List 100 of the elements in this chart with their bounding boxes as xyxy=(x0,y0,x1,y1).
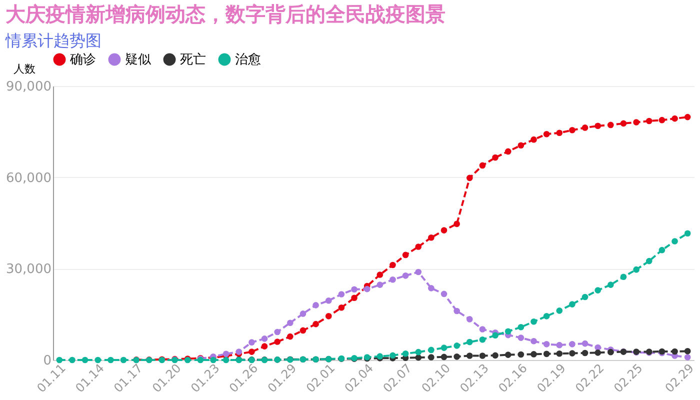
point xyxy=(428,284,434,292)
point xyxy=(466,174,473,182)
point xyxy=(300,310,306,317)
chart-title: 大庆疫情新增病例动态，数字背后的全民战疫图景 xyxy=(6,2,446,26)
point xyxy=(376,282,384,288)
point xyxy=(672,348,678,355)
point xyxy=(530,351,537,358)
y-tick-label: 90,000 xyxy=(6,80,52,94)
point xyxy=(504,148,512,155)
legend-label: 确诊 xyxy=(69,52,96,68)
point xyxy=(454,342,460,349)
point xyxy=(633,119,640,126)
point xyxy=(530,318,537,325)
point xyxy=(556,130,563,136)
point xyxy=(556,342,563,348)
point xyxy=(518,324,524,330)
point xyxy=(620,120,627,127)
point xyxy=(236,348,242,355)
point xyxy=(312,302,319,308)
point xyxy=(274,338,281,345)
y-tick-label: 30,000 xyxy=(6,262,52,278)
point xyxy=(261,343,268,350)
point xyxy=(672,238,678,244)
point xyxy=(338,291,345,298)
point xyxy=(56,356,63,364)
point xyxy=(376,272,384,278)
point xyxy=(415,348,422,356)
point xyxy=(312,320,319,328)
point xyxy=(440,344,448,351)
point xyxy=(402,252,409,258)
point xyxy=(556,350,563,357)
point xyxy=(633,266,640,273)
point xyxy=(594,122,602,130)
point xyxy=(594,344,602,351)
point xyxy=(466,352,473,359)
point xyxy=(390,262,396,268)
point xyxy=(428,346,434,354)
point xyxy=(82,356,88,364)
point xyxy=(569,350,576,356)
legend-label: 治愈 xyxy=(235,52,261,68)
point xyxy=(274,328,281,336)
point xyxy=(684,114,691,120)
point xyxy=(556,308,563,314)
point xyxy=(390,352,396,359)
point xyxy=(479,162,486,169)
point xyxy=(454,308,460,314)
chart-subtitle: 情累计趋势图 xyxy=(4,31,102,50)
point xyxy=(543,341,550,348)
point xyxy=(325,313,332,320)
point xyxy=(210,356,216,364)
point xyxy=(518,334,524,341)
point xyxy=(543,130,550,138)
point xyxy=(338,304,345,311)
point xyxy=(684,354,691,360)
point xyxy=(594,350,602,356)
point xyxy=(479,352,486,359)
point xyxy=(351,294,358,302)
y-tick-label: 60,000 xyxy=(6,170,52,186)
point xyxy=(582,340,588,347)
point xyxy=(620,274,627,280)
point xyxy=(672,115,678,122)
point xyxy=(530,338,537,344)
point xyxy=(440,290,448,298)
point xyxy=(530,136,537,143)
legend-label: 死亡 xyxy=(180,52,206,68)
point xyxy=(300,327,306,334)
point xyxy=(658,246,666,254)
point xyxy=(479,326,486,332)
point xyxy=(569,301,576,308)
point xyxy=(440,227,448,234)
point xyxy=(608,122,614,128)
point xyxy=(287,333,294,340)
point xyxy=(428,234,434,241)
point xyxy=(492,352,498,359)
point xyxy=(261,336,268,342)
point xyxy=(646,118,652,124)
point xyxy=(248,339,255,346)
point xyxy=(684,230,691,237)
point xyxy=(364,286,370,292)
point xyxy=(390,276,396,283)
point xyxy=(543,313,550,320)
point xyxy=(466,316,473,322)
point xyxy=(569,341,576,348)
point xyxy=(402,272,409,279)
point xyxy=(492,332,498,338)
point xyxy=(466,338,473,346)
point xyxy=(287,320,294,326)
point xyxy=(594,287,602,294)
point xyxy=(582,350,588,356)
point xyxy=(222,356,230,364)
point xyxy=(608,282,614,288)
point xyxy=(454,353,460,360)
point xyxy=(543,350,550,358)
point xyxy=(428,354,434,360)
point xyxy=(402,350,409,357)
point xyxy=(415,268,422,276)
point xyxy=(684,348,691,354)
point xyxy=(504,352,512,358)
point xyxy=(415,354,422,361)
y-tick-label: 0 xyxy=(43,354,52,368)
